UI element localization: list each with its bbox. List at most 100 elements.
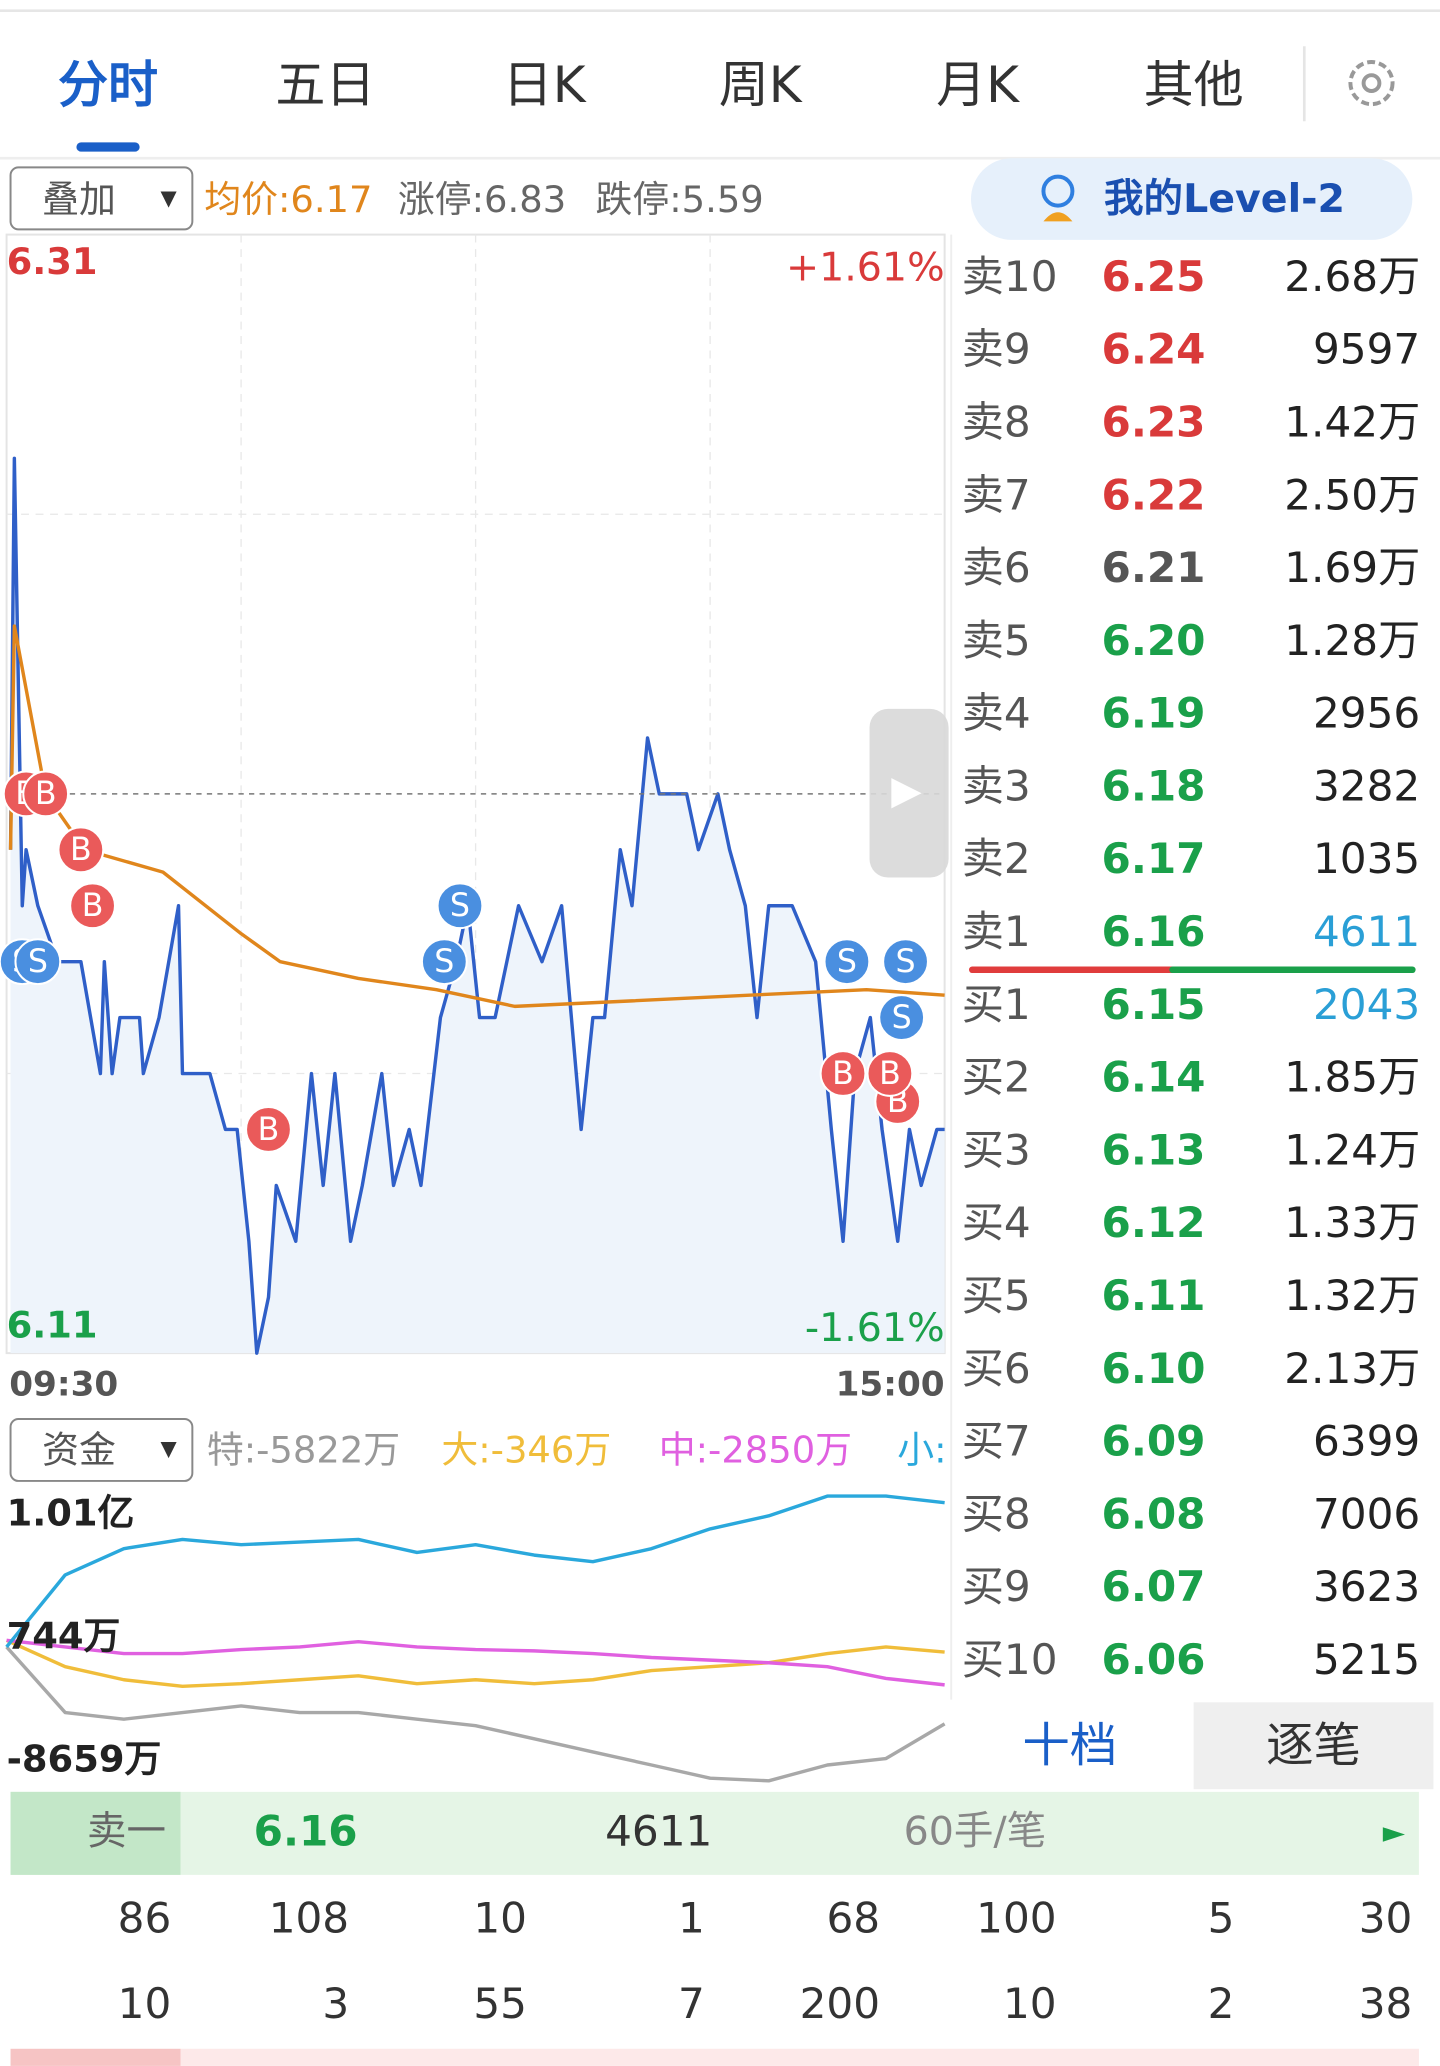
level2-icon-base[interactable] xyxy=(1043,212,1073,222)
book-volume: 1.85万 xyxy=(1284,1053,1420,1102)
book-tab[interactable]: 逐笔 xyxy=(1266,1718,1361,1773)
price-chart: 6.116.31-1.61%+1.61%09:3015:00SSBBBBBSSS… xyxy=(0,234,945,1405)
summary-strip xyxy=(10,1791,1419,1875)
trade-volume: 10 xyxy=(473,1893,527,1942)
gear-center[interactable] xyxy=(1361,73,1382,93)
book-price: 6.23 xyxy=(1102,397,1206,446)
legend-entry: 特:-5822万 xyxy=(207,1428,400,1471)
summary-arrow[interactable]: ► xyxy=(1383,1815,1406,1849)
tab[interactable]: 日K xyxy=(503,56,587,114)
book-price: 6.22 xyxy=(1102,470,1206,519)
book-volume: 2956 xyxy=(1313,689,1420,738)
trade-marker xyxy=(866,1050,914,1097)
x-tick-label: 09:30 xyxy=(9,1365,118,1405)
y-tick-label: -8659万 xyxy=(7,1738,162,1781)
series-line xyxy=(5,1638,945,1689)
summary-price: 6.16 xyxy=(254,1807,358,1856)
trade-marker xyxy=(436,882,484,930)
book-label: 卖2 xyxy=(962,834,1031,883)
trade-marker-label: B xyxy=(35,776,57,812)
tab[interactable]: 其他 xyxy=(1144,56,1244,114)
book-volume: 3282 xyxy=(1313,761,1420,810)
next-strip-label xyxy=(10,2048,181,2066)
trade-marker xyxy=(420,938,468,986)
book-volume: 6399 xyxy=(1313,1417,1420,1466)
gear[interactable] xyxy=(1348,60,1395,107)
book-label: 买9 xyxy=(962,1562,1031,1611)
trade-marker xyxy=(69,882,116,930)
tab[interactable]: 月K xyxy=(936,56,1020,114)
book-label: 买6 xyxy=(962,1344,1031,1393)
trade-volume: 3 xyxy=(322,1979,349,2028)
trade-volume: 86 xyxy=(118,1893,172,1942)
book-price: 6.19 xyxy=(1102,689,1206,738)
book-label: 卖5 xyxy=(962,616,1031,665)
summary-label-cell xyxy=(10,1791,181,1875)
book-label: 卖6 xyxy=(962,543,1031,592)
book-volume: 2.50万 xyxy=(1284,470,1420,519)
price-area xyxy=(10,458,945,1354)
book-volume: 1.42万 xyxy=(1284,397,1420,446)
trade-marker xyxy=(823,938,871,986)
book-label: 买4 xyxy=(962,1198,1031,1247)
book-label: 卖4 xyxy=(962,689,1031,738)
trade-marker-label: B xyxy=(70,832,92,868)
trade-volume: 55 xyxy=(473,1979,527,2028)
fund-dropdown[interactable] xyxy=(9,1418,194,1482)
overlay-button[interactable]: 叠加 xyxy=(42,178,116,221)
y2-tick-label: +1.61% xyxy=(786,245,945,291)
trade-volume: 68 xyxy=(826,1893,880,1942)
book-volume: 1.24万 xyxy=(1284,1125,1420,1174)
collapse-icon[interactable]: ▶ xyxy=(891,768,922,814)
trade-volume: 108 xyxy=(269,1893,349,1942)
book-price: 6.21 xyxy=(1102,543,1206,592)
tab-bg[interactable] xyxy=(1193,1702,1434,1790)
trade-marker-label: B xyxy=(82,888,104,924)
book-volume: 4611 xyxy=(1313,907,1420,956)
tab[interactable]: 五日 xyxy=(275,56,375,114)
book-price: 6.25 xyxy=(1102,252,1206,301)
trade-marker-label: S xyxy=(28,944,48,980)
level2-label[interactable]: 我的Level-2 xyxy=(1104,176,1345,222)
trade-marker-label: S xyxy=(896,944,916,980)
x-tick-label: 15:00 xyxy=(836,1365,945,1405)
series-line xyxy=(5,1494,945,1649)
book-volume: 1.69万 xyxy=(1284,543,1420,592)
book-price: 6.06 xyxy=(1102,1635,1206,1684)
trade-marker xyxy=(245,1106,292,1153)
tab[interactable]: 周K xyxy=(719,56,803,114)
book-label: 卖8 xyxy=(962,397,1031,446)
book-price: 6.10 xyxy=(1102,1344,1206,1393)
overlay-dropdown[interactable] xyxy=(9,166,194,231)
book-label: 卖1 xyxy=(962,907,1031,956)
trade-volume: 1 xyxy=(678,1893,705,1942)
book-volume: 2.13万 xyxy=(1284,1344,1420,1393)
summary-label: 卖一 xyxy=(87,1809,166,1855)
trade-volume: 200 xyxy=(800,1979,880,2028)
tab[interactable]: 分时 xyxy=(58,56,158,114)
book-label: 卖9 xyxy=(962,325,1031,374)
book-price: 6.16 xyxy=(1102,907,1206,956)
book-volume: 1.32万 xyxy=(1284,1271,1420,1320)
book-volume: 9597 xyxy=(1313,325,1420,374)
level2-icon[interactable] xyxy=(1041,174,1075,208)
book-label: 买3 xyxy=(962,1125,1031,1174)
legend-entry: 中:-2850万 xyxy=(659,1428,852,1471)
settings-icon[interactable] xyxy=(1348,60,1395,107)
fund-button[interactable]: 资金 xyxy=(42,1428,116,1471)
book-price: 6.09 xyxy=(1102,1417,1206,1466)
level2-pill[interactable] xyxy=(970,158,1413,240)
book-price: 6.20 xyxy=(1102,616,1206,665)
collapse-button[interactable] xyxy=(869,708,949,878)
trade-volume: 38 xyxy=(1359,1979,1413,2028)
summary-per-trade: 60手/笔 xyxy=(904,1809,1047,1855)
book-price: 6.14 xyxy=(1102,1053,1206,1102)
legend-entry: 大:-346万 xyxy=(441,1428,611,1471)
book-volume: 1035 xyxy=(1313,834,1420,883)
tab-indicator xyxy=(76,142,140,152)
book-tab[interactable]: 十档 xyxy=(1022,1718,1117,1773)
dropdown-arrow[interactable]: ▼ xyxy=(161,1435,178,1460)
dropdown-arrow[interactable]: ▼ xyxy=(161,185,178,210)
